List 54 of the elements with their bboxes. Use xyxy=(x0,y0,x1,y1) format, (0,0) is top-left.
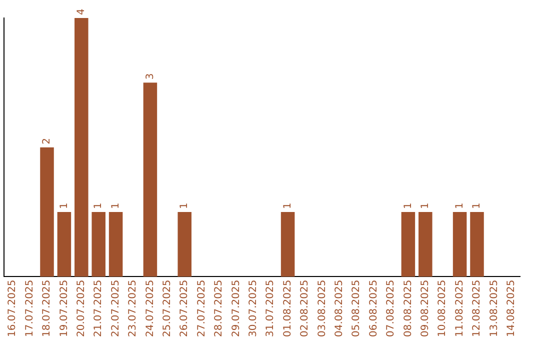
x-tick-label: 21.07.2025 xyxy=(93,280,104,338)
x-tick-label: 01.08.2025 xyxy=(282,280,294,338)
x-tick-label: 29.07.2025 xyxy=(230,280,242,338)
bar xyxy=(178,212,192,277)
x-tick-label: 11.08.2025 xyxy=(454,280,466,338)
x-tick-label: 06.08.2025 xyxy=(368,280,380,338)
x-tick-label: 13.08.2025 xyxy=(488,280,500,338)
x-tick-label: 19.07.2025 xyxy=(58,280,70,338)
data-label: 1 xyxy=(402,202,414,210)
x-tick-label: 22.07.2025 xyxy=(110,280,122,338)
bar xyxy=(418,212,432,277)
bar xyxy=(452,212,467,277)
bar xyxy=(470,212,484,277)
x-tick-label: 04.08.2025 xyxy=(334,280,345,338)
x-tick-label: 03.08.2025 xyxy=(316,280,328,338)
x-tick-label: 27.07.2025 xyxy=(196,280,208,338)
x-tick-label: 02.08.2025 xyxy=(300,280,311,338)
x-tick-label: 31.07.2025 xyxy=(265,280,276,338)
x-tick-label: 20.07.2025 xyxy=(76,280,87,338)
x-tick-label: 17.07.2025 xyxy=(24,280,36,338)
data-label: 1 xyxy=(454,202,466,210)
x-tick-label: 10.08.2025 xyxy=(437,280,448,338)
x-tick-label: 18.07.2025 xyxy=(42,280,53,338)
x-tick-label: 23.07.2025 xyxy=(128,280,139,338)
x-tick-label: 05.08.2025 xyxy=(351,280,362,338)
x-tick-label: 12.08.2025 xyxy=(472,280,483,338)
bar xyxy=(108,212,123,277)
x-tick-label: 30.07.2025 xyxy=(248,280,259,338)
x-tick-label: 16.07.2025 xyxy=(7,280,18,338)
x-tick-label: 14.08.2025 xyxy=(506,280,517,338)
bar xyxy=(143,82,158,277)
x-tick-label: 26.07.2025 xyxy=(179,280,190,338)
data-label: 1 xyxy=(420,202,431,210)
data-label: 1 xyxy=(110,202,122,210)
data-label: 1 xyxy=(282,202,294,210)
bar xyxy=(40,147,54,277)
data-label: 1 xyxy=(93,202,104,210)
bar xyxy=(74,18,88,277)
data-label: 1 xyxy=(58,202,70,210)
data-label: 4 xyxy=(76,8,87,15)
data-label: 2 xyxy=(42,138,53,144)
data-label: 1 xyxy=(179,202,190,210)
bar xyxy=(280,212,295,277)
bar xyxy=(401,212,416,277)
bar xyxy=(92,212,106,277)
data-label: 1 xyxy=(472,202,483,210)
bar xyxy=(57,212,72,277)
x-tick-label: 07.08.2025 xyxy=(386,280,397,338)
x-tick-label: 24.07.2025 xyxy=(144,280,156,338)
data-label: 3 xyxy=(144,73,156,80)
x-tick-label: 09.08.2025 xyxy=(420,280,431,338)
x-tick-label: 28.07.2025 xyxy=(214,280,225,338)
x-tick-label: 08.08.2025 xyxy=(402,280,414,338)
x-tick-label: 25.07.2025 xyxy=(162,280,173,338)
